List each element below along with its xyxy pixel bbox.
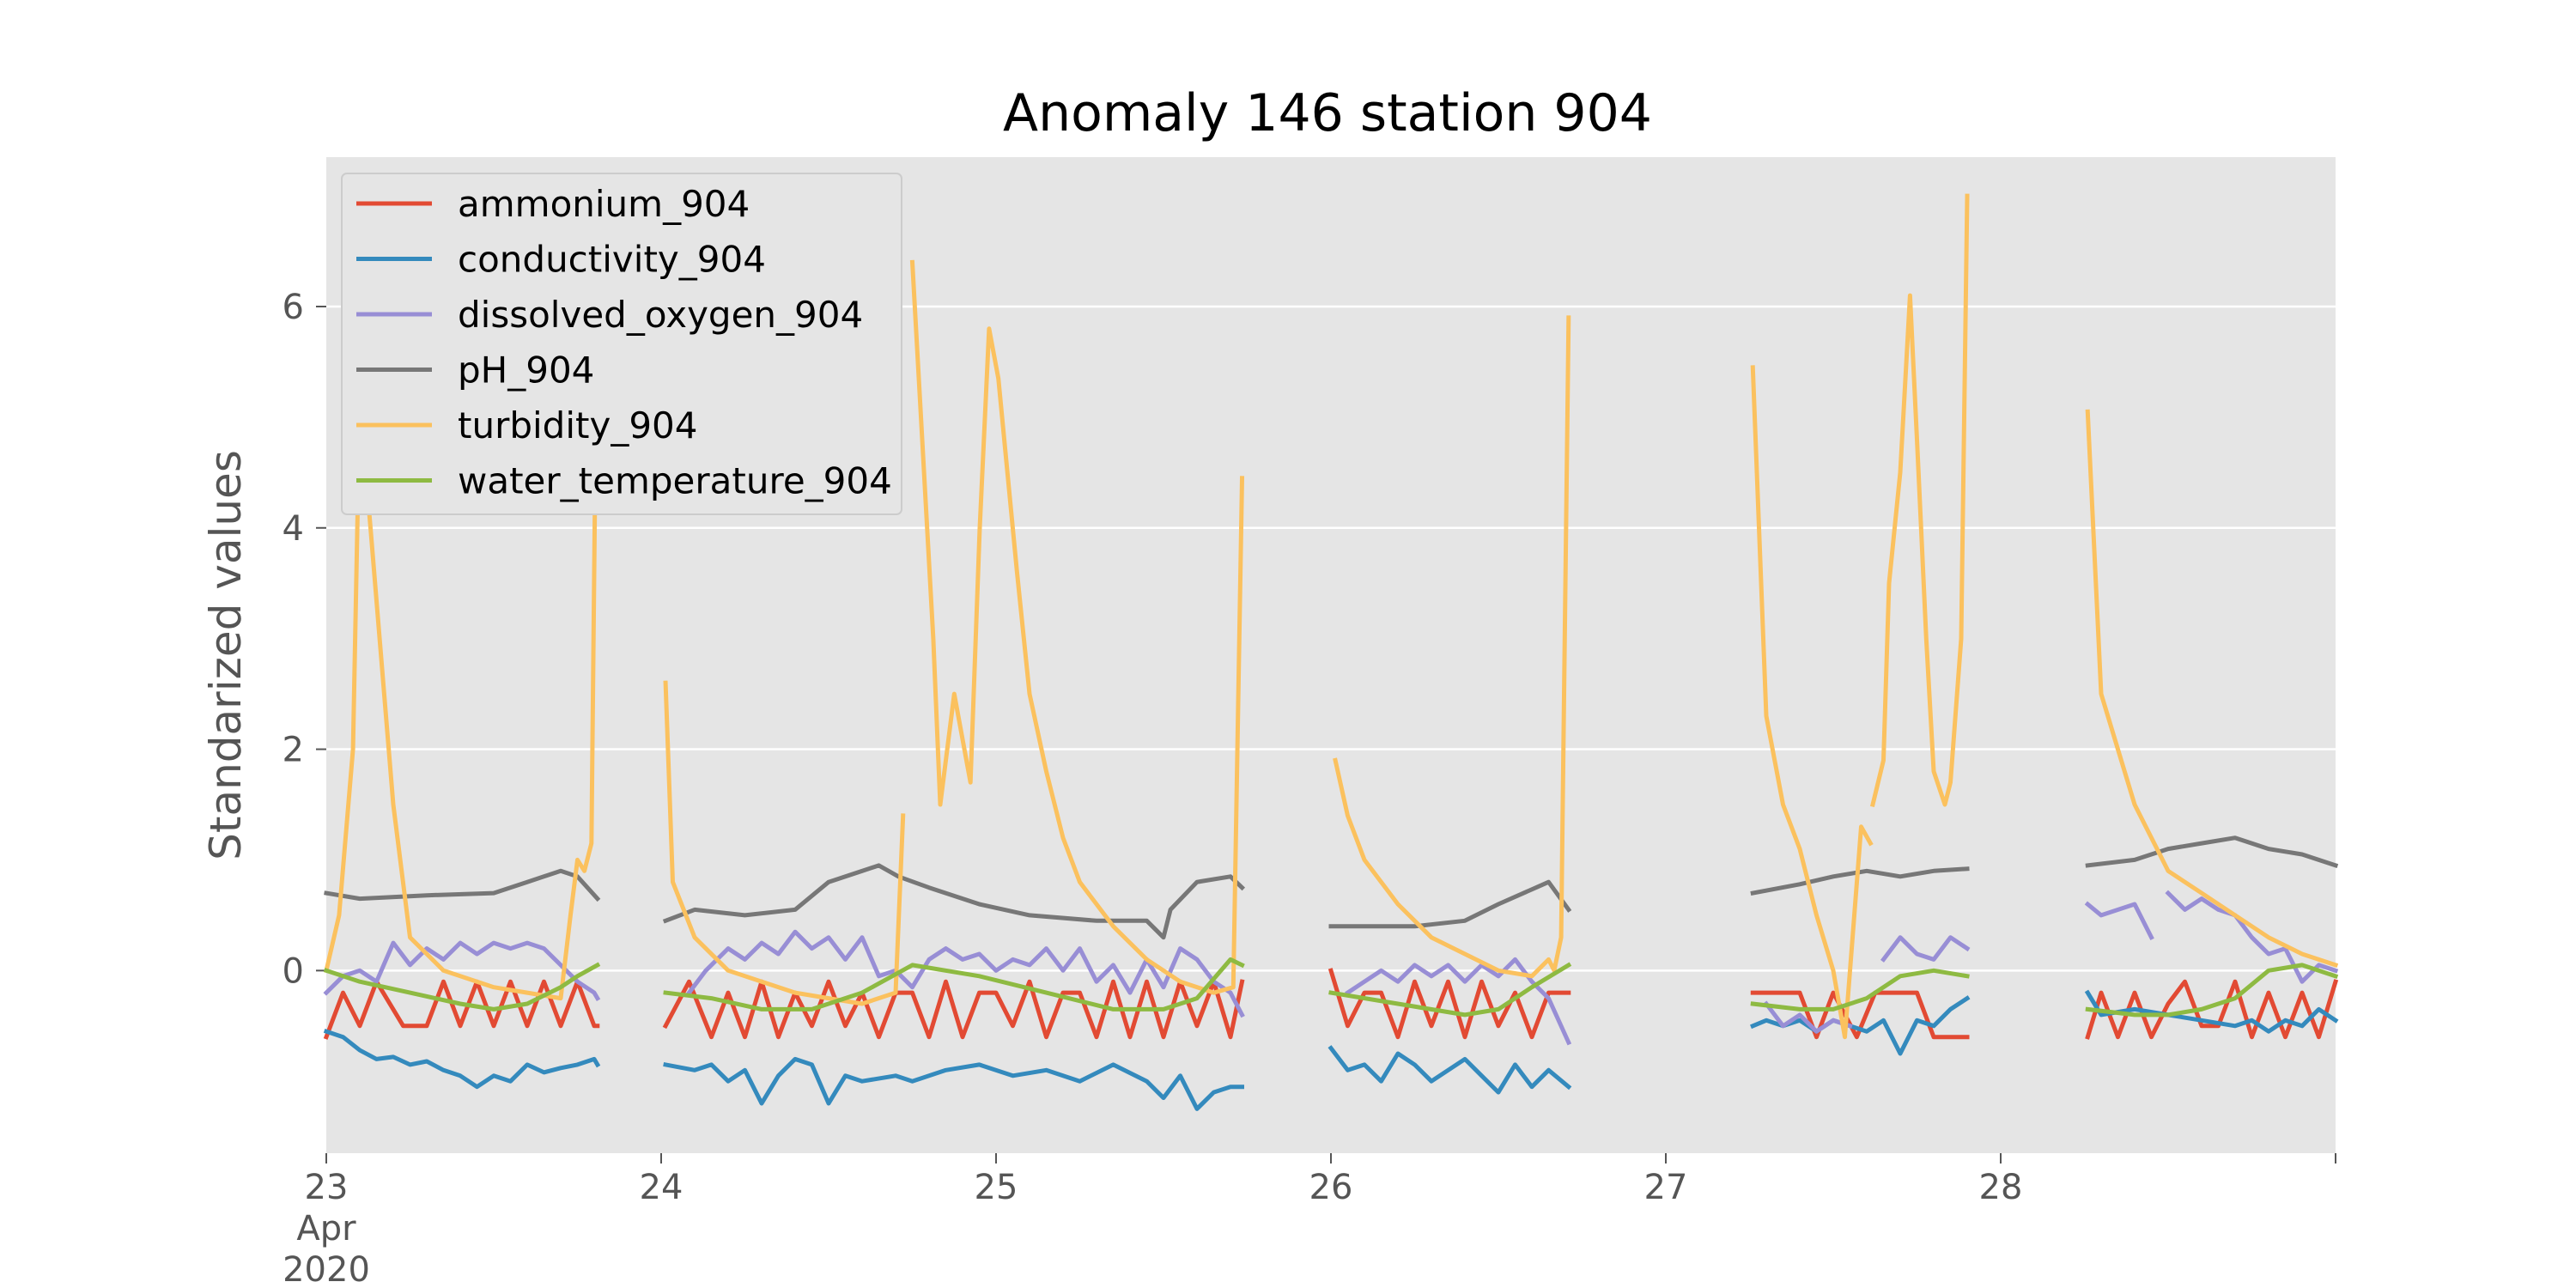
y-tick-label: 6 [283, 288, 304, 327]
series-line-segment [2085, 963, 2339, 1018]
legend-label: dissolved_oxygen_904 [458, 294, 863, 336]
x-tick-label: Apr [296, 1209, 356, 1249]
legend-label: ammonium_904 [458, 183, 750, 225]
legend-label: conductivity_904 [458, 239, 766, 281]
series-line-segment [662, 863, 1246, 940]
series-line-segment [1333, 315, 1571, 979]
series-lines [323, 193, 2339, 1111]
x-tick-label: 25 [975, 1168, 1018, 1207]
y-tick-label: 4 [283, 509, 304, 549]
series-line-segment [323, 1029, 601, 1090]
series-line-segment [2085, 409, 2339, 969]
x-tick-label: 2020 [283, 1250, 370, 1288]
series-line-segment [1328, 879, 1572, 929]
x-tick-label: 24 [640, 1168, 683, 1207]
series-line-segment [663, 1056, 1244, 1111]
legend-label: water_temperature_904 [458, 460, 892, 502]
series-line-segment [1880, 935, 1971, 963]
series-line-segment [909, 259, 1245, 995]
series-line-segment [1750, 968, 1970, 1012]
series-turbidity_904 [324, 193, 2339, 1040]
x-tick-label: 23 [305, 1168, 349, 1207]
series-water_temperature_904 [323, 957, 2339, 1018]
series-line-segment [2084, 901, 2154, 941]
series-line-segment [1763, 1000, 1853, 1034]
chart-title: Anomaly 146 station 904 [1003, 83, 1652, 143]
series-line-segment [323, 962, 601, 1012]
y-axis-label: Standarized values [201, 450, 251, 860]
series-line-segment [1328, 962, 1572, 1018]
legend: ammonium_904 conductivity_904 dissolved_ox… [341, 173, 902, 515]
series-line-segment [663, 680, 906, 1006]
series-line-segment [324, 249, 600, 1001]
series-line-segment [1327, 1045, 1572, 1095]
series-line-segment [2085, 835, 2339, 869]
series-line-segment [663, 957, 1245, 1012]
series-line-segment [1327, 968, 1571, 1040]
series-line-segment [685, 929, 1245, 1018]
series-line-segment [1345, 957, 1572, 1046]
y-tick-label: 0 [283, 951, 304, 991]
series-dissolved_oxygen_904 [323, 890, 2339, 1046]
legend-label: pH_904 [458, 349, 594, 392]
x-tick-label: 28 [1979, 1168, 2023, 1207]
series-line-segment [662, 979, 1245, 1040]
legend-label: turbidity_904 [458, 404, 698, 447]
x-tick-label: 27 [1644, 1168, 1688, 1207]
y-tick-label: 2 [283, 731, 304, 770]
series-line-segment [2084, 989, 2339, 1034]
series-line-segment [1750, 990, 1970, 1040]
series-line-segment [2165, 890, 2339, 984]
series-line-segment [1750, 866, 1970, 896]
series-conductivity_904 [323, 989, 2339, 1111]
x-tick-label: 26 [1309, 1168, 1353, 1207]
legend-box [341, 173, 902, 515]
series-line-segment [1750, 365, 1874, 1040]
series-line-segment [1869, 193, 1970, 808]
